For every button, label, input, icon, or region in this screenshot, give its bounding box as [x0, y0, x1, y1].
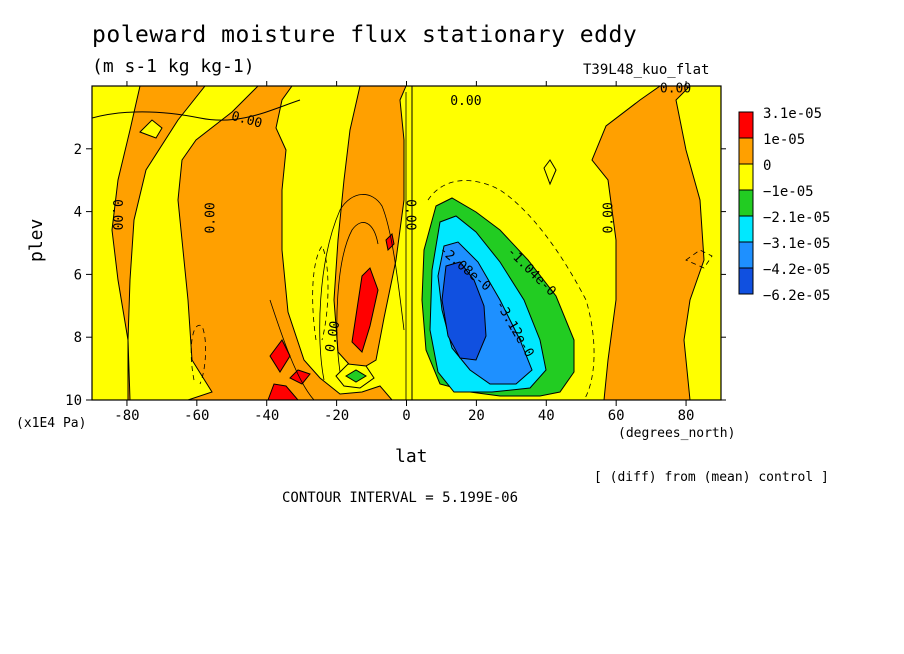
- legend-swatch: [738, 241, 754, 269]
- y-tick-label: 8: [74, 330, 82, 346]
- x-tick-label: 0: [402, 408, 410, 424]
- field-near-zero-region: [139, 119, 163, 139]
- legend-swatch: [738, 267, 754, 295]
- contour-label: 0.00: [660, 81, 691, 96]
- run-label: T39L48_kuo_flat: [583, 62, 710, 78]
- x-tick-label: -40: [254, 408, 279, 424]
- legend-label: 1e-05: [763, 132, 805, 148]
- legend-label: −1e-05: [763, 184, 814, 200]
- field-near-zero-region: [675, 86, 721, 400]
- x-tick-label: -60: [184, 408, 209, 424]
- legend-label: −2.1e-05: [763, 210, 830, 226]
- contour-label: 0.00: [450, 94, 481, 109]
- y-tick-label: 6: [74, 267, 82, 283]
- y-axis: 2 4 6 8 10: [65, 142, 726, 409]
- field-near-zero-region: [275, 86, 413, 400]
- contour-label: 0.00: [203, 202, 218, 233]
- y-tick-label: 4: [74, 205, 82, 221]
- contour-label: 0.00: [602, 202, 617, 233]
- difference-note: [ (diff) from (mean) control ]: [594, 470, 829, 485]
- contour-line: [92, 99, 301, 121]
- legend-label: 3.1e-05: [763, 106, 822, 122]
- chart-title: poleward moisture flux stationary eddy: [92, 22, 638, 48]
- contour-fill-layer: [92, 86, 721, 400]
- field-near-zero-region: [92, 86, 141, 400]
- x-tick-label: 20: [468, 408, 485, 424]
- field-positive-high-region: [351, 267, 379, 353]
- legend-label: −4.2e-05: [763, 262, 830, 278]
- legend-swatch: [738, 215, 754, 243]
- contour-dashed: [427, 180, 595, 400]
- contour-label: 0.00: [403, 199, 418, 230]
- y-tick-label: 10: [65, 393, 82, 409]
- field-positive-high-region: [289, 369, 311, 385]
- x-tick-label: 40: [538, 408, 555, 424]
- y-axis-units: (x1E4 Pa): [16, 416, 87, 431]
- legend-label: 0: [763, 158, 771, 174]
- x-tick-label: 80: [678, 408, 695, 424]
- legend-label: −3.1e-05: [763, 236, 830, 252]
- legend-swatch: [738, 163, 754, 191]
- field-neg-62-region: [441, 261, 487, 361]
- contour-interval: CONTOUR INTERVAL = 5.199E-06: [282, 490, 519, 506]
- field-near-zero-region: [127, 86, 259, 400]
- field-positive-high-region: [267, 383, 299, 400]
- x-tick-label: 60: [608, 408, 625, 424]
- legend-swatch: [738, 111, 754, 139]
- chart-units: (m s-1 kg kg-1): [92, 56, 255, 77]
- contour-dashed: [190, 324, 206, 385]
- legend-label: −6.2e-05: [763, 288, 830, 304]
- x-tick-label: -20: [324, 408, 349, 424]
- contour-label: 0.00: [323, 320, 343, 353]
- contour-line: [336, 222, 379, 373]
- contour-label: 0.00: [109, 199, 124, 230]
- field-neg-21-region: [345, 369, 367, 383]
- legend-swatch: [738, 137, 754, 165]
- x-tick-label: -80: [114, 408, 139, 424]
- legend-swatch: [738, 189, 754, 217]
- contour-line: [269, 299, 315, 400]
- x-axis-units: (degrees_north): [618, 426, 736, 441]
- contour-line: [319, 194, 405, 381]
- x-axis-label: lat: [395, 446, 428, 467]
- color-legend: 3.1e-05 1e-05 0 −1e-05 −2.1e-05 −3.1e-05 −4.2e…: [738, 106, 830, 304]
- contour-dashed: [685, 249, 713, 269]
- field-near-zero-region: [543, 159, 557, 186]
- x-axis: -80 -60 -40 -20 0 20 40 60 80: [114, 81, 694, 424]
- y-tick-label: 2: [74, 142, 82, 158]
